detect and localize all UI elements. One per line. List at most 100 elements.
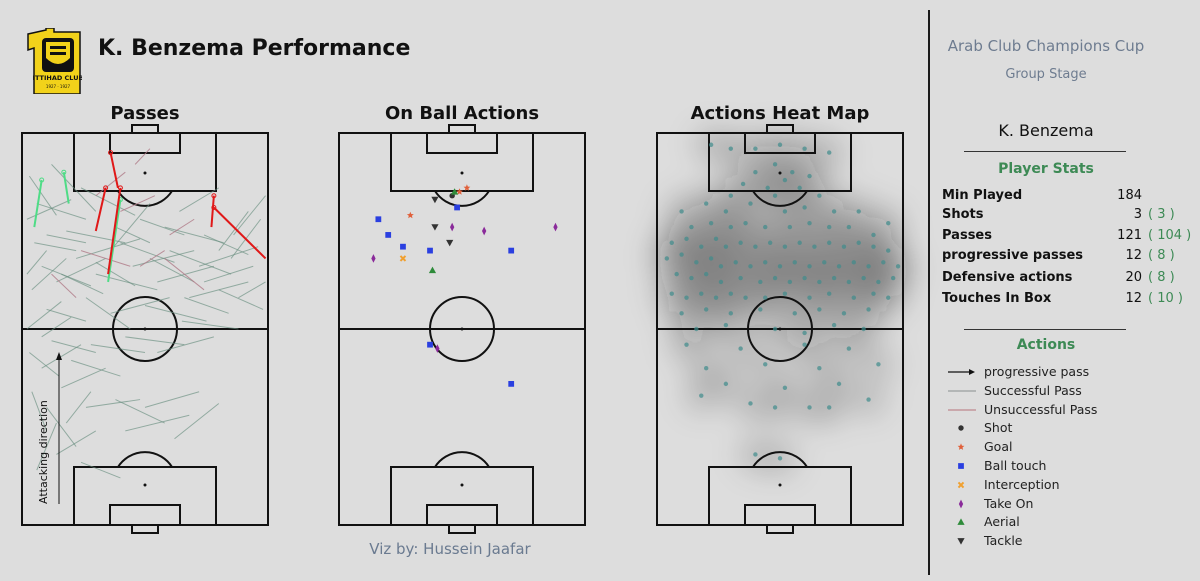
event-tackle <box>431 196 439 204</box>
action-point <box>782 291 788 296</box>
successful-pass <box>157 265 215 283</box>
successful-pass <box>132 250 195 267</box>
action-point <box>802 275 807 281</box>
action-point <box>718 279 724 285</box>
action-point <box>689 224 694 230</box>
action-point <box>886 248 891 253</box>
stat-value: 184 <box>1117 188 1142 203</box>
action-point <box>664 256 670 261</box>
action-point <box>704 201 709 206</box>
successful-pass <box>41 344 82 369</box>
stat-row: Defensive actions 20 ( 8 ) <box>942 270 1182 288</box>
action-point <box>817 193 822 198</box>
stat-value: 12 <box>1125 248 1142 263</box>
stat-label: progressive passes <box>942 248 1084 263</box>
pass-end-marker <box>211 204 217 210</box>
successful-pass <box>189 281 249 299</box>
action-point <box>797 185 802 191</box>
action-point <box>817 366 822 371</box>
action-point <box>782 244 788 249</box>
event-take-on <box>435 344 440 353</box>
action-point <box>704 366 709 371</box>
action-point <box>772 405 778 410</box>
action-point <box>866 397 871 402</box>
progressive-pass-unsuccessful <box>213 206 267 260</box>
stat-label: Defensive actions <box>942 270 1073 285</box>
action-point <box>674 271 679 277</box>
successful-pass <box>95 261 136 287</box>
heatmap-pitch <box>648 124 917 534</box>
event-take-on <box>450 222 455 232</box>
pass-lines <box>26 148 267 479</box>
legend-marker <box>958 463 964 469</box>
action-point <box>738 240 743 245</box>
onball-title: On Ball Actions <box>384 103 540 124</box>
action-point <box>767 240 773 245</box>
action-point <box>851 260 856 265</box>
action-point <box>792 311 797 316</box>
action-point <box>708 142 714 147</box>
legend-symbol-circle <box>958 425 964 432</box>
action-point <box>694 326 699 332</box>
divider <box>928 10 930 575</box>
action-point <box>846 346 852 351</box>
unsuccessful-pass <box>95 171 126 197</box>
action-point <box>881 260 886 265</box>
action-point <box>827 240 832 245</box>
pass-end-marker <box>39 177 45 183</box>
action-point <box>782 177 788 183</box>
top-goal <box>448 124 476 134</box>
action-point <box>802 205 807 210</box>
legend-symbol-square <box>958 463 964 469</box>
successful-pass <box>56 257 106 283</box>
legend-label: Goal <box>984 439 1013 455</box>
successful-pass <box>26 199 72 220</box>
action-point <box>822 260 827 265</box>
successful-pass <box>75 238 141 259</box>
successful-pass <box>61 367 106 389</box>
action-point <box>792 260 797 265</box>
legend-marker <box>957 538 965 545</box>
bottom-six-yard-box <box>426 504 498 526</box>
successful-pass <box>125 336 185 346</box>
successful-pass <box>144 304 207 322</box>
pass-end-marker <box>61 169 67 175</box>
successful-pass <box>46 234 87 244</box>
action-point <box>679 209 684 214</box>
credit: Viz by: Hussein Jaafar <box>369 540 531 558</box>
successful-pass <box>66 230 126 244</box>
event-ball-touch <box>508 247 515 254</box>
stat-row: Passes 121 ( 104 ) <box>942 228 1191 246</box>
action-point <box>836 381 842 387</box>
action-point <box>763 362 768 367</box>
legend-marker <box>957 443 965 451</box>
successful-pass <box>36 203 87 220</box>
club-logo: ITTIHAD CLUB 1927 · 1927 <box>27 28 82 94</box>
action-point <box>713 295 719 300</box>
action-point <box>861 326 866 332</box>
action-point <box>723 381 729 387</box>
legend-label: Unsuccessful Pass <box>984 401 1098 417</box>
stat-row: Touches In Box 12 ( 10 ) <box>942 291 1183 309</box>
action-point <box>836 264 842 269</box>
stat-label: Passes <box>942 228 992 243</box>
heat-density <box>648 126 917 477</box>
successful-pass <box>181 320 239 330</box>
top-penalty-box <box>73 132 217 192</box>
action-point <box>827 291 832 296</box>
action-point <box>807 295 812 300</box>
successful-pass <box>29 352 60 377</box>
successful-pass <box>31 258 67 291</box>
action-point <box>807 405 812 410</box>
successful-pass <box>36 422 57 471</box>
action-point <box>753 452 758 457</box>
successful-pass <box>203 265 254 283</box>
unsuccessful-pass <box>139 250 165 267</box>
legend-marker <box>957 481 965 489</box>
progressive-pass-unsuccessful <box>94 187 107 232</box>
legend-label: Tackle <box>984 533 1023 549</box>
heatmap-title: Actions Heat Map <box>690 103 870 124</box>
successful-pass <box>238 281 266 299</box>
cross-stroke <box>957 481 965 489</box>
action-point <box>738 275 743 281</box>
